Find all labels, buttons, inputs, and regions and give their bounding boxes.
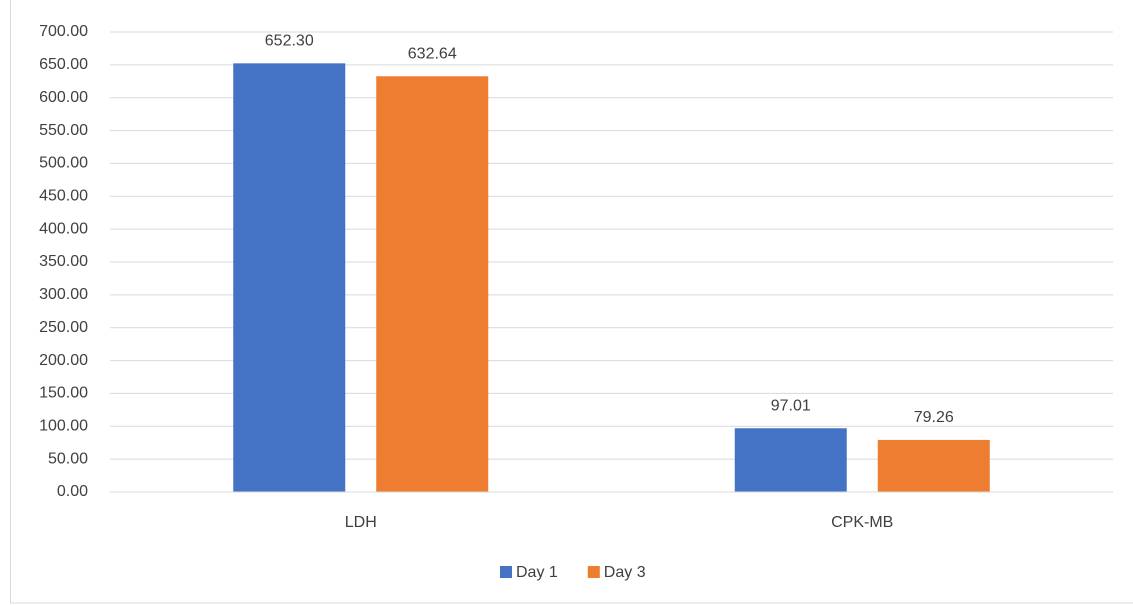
value-label: 79.26 [914, 409, 954, 426]
legend-swatch [500, 566, 512, 578]
value-label: 97.01 [771, 397, 811, 414]
y-tick-label: 600.00 [39, 89, 88, 106]
legend-label: Day 1 [516, 564, 558, 581]
y-tick-label: 250.00 [39, 319, 88, 336]
y-tick-label: 700.00 [39, 23, 88, 40]
chart-frame [10, 0, 1133, 604]
x-tick-label: LDH [345, 514, 377, 531]
y-tick-label: 50.00 [48, 450, 88, 467]
y-tick-label: 150.00 [39, 385, 88, 402]
bar [734, 428, 847, 492]
y-tick-label: 550.00 [39, 122, 88, 139]
y-tick-label: 500.00 [39, 155, 88, 172]
y-tick-label: 0.00 [57, 483, 88, 500]
bar [376, 76, 489, 493]
value-label: 632.64 [408, 45, 457, 62]
x-tick-label: CPK-MB [831, 514, 893, 531]
y-tick-label: 200.00 [39, 352, 88, 369]
y-tick-label: 100.00 [39, 418, 88, 435]
y-tick-label: 350.00 [39, 253, 88, 270]
legend-label: Day 3 [604, 564, 646, 581]
bar [233, 63, 346, 493]
y-tick-label: 450.00 [39, 188, 88, 205]
y-tick-label: 400.00 [39, 220, 88, 237]
bar [877, 439, 990, 492]
y-tick-label: 650.00 [39, 56, 88, 73]
legend-swatch [587, 566, 600, 578]
value-label: 652.30 [265, 33, 314, 50]
y-tick-label: 300.00 [39, 286, 88, 303]
